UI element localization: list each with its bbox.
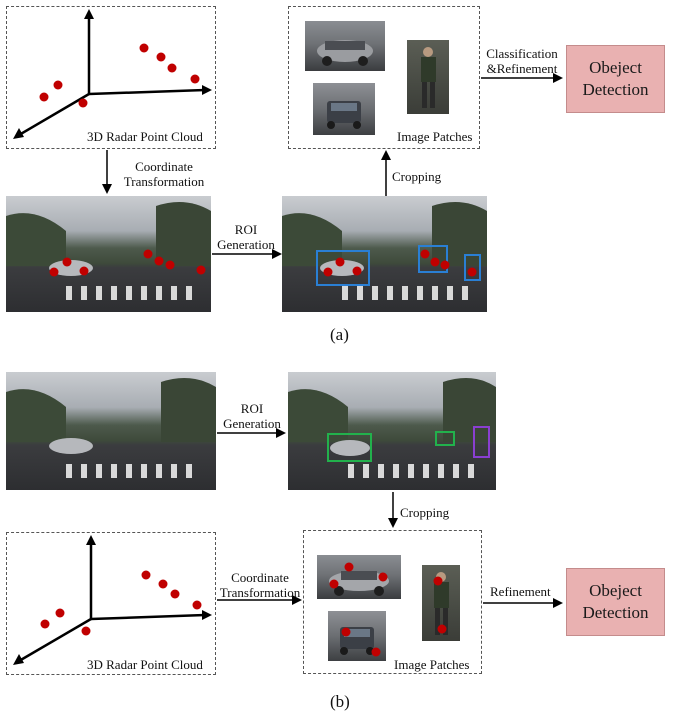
radar-point — [196, 265, 206, 275]
radar-point — [139, 43, 149, 53]
coord-transform-label-b: Coordinate Transformation — [219, 570, 301, 600]
radar-point — [158, 579, 168, 589]
cropping-label-b: Cropping — [400, 505, 450, 520]
radar-point — [335, 257, 345, 267]
refinement-label: Refinement — [490, 584, 551, 599]
radar-point — [190, 74, 200, 84]
radar-point — [79, 266, 89, 276]
pedestrian-patch-b — [422, 565, 460, 641]
radar-point — [167, 63, 177, 73]
object-detection-box-a: Obeject Detection — [566, 45, 665, 113]
point-cloud-label: 3D Radar Point Cloud — [87, 129, 203, 144]
radar-point — [420, 249, 430, 259]
roi-box-purple — [473, 426, 490, 458]
street-image-b — [6, 372, 216, 490]
roi-box-green — [327, 433, 372, 462]
radar-point — [78, 98, 88, 108]
radar-point — [53, 80, 63, 90]
car-patch-1 — [305, 21, 385, 71]
image-patches-box-a: Image Patches — [288, 6, 480, 149]
car-patch-b1 — [317, 555, 401, 599]
caption-b: (b) — [330, 692, 350, 711]
radar-point — [323, 267, 333, 277]
pedestrian-patch — [407, 40, 449, 114]
radar-point — [81, 626, 91, 636]
radar-point — [430, 257, 440, 267]
point-cloud-box-b: 3D Radar Point Cloud — [6, 532, 216, 675]
radar-point — [143, 249, 153, 259]
roi-box — [418, 245, 448, 273]
classification-label: Classification &Refinement — [486, 46, 558, 76]
roi-box — [316, 250, 370, 286]
radar-point — [467, 267, 477, 277]
street-image-radar-a — [6, 196, 211, 312]
street-image-roi-a — [282, 196, 487, 312]
radar-point — [141, 570, 151, 580]
image-patches-label-b: Image Patches — [394, 657, 470, 672]
axes-3d-b — [13, 535, 212, 665]
radar-point — [39, 92, 49, 102]
car-patch-b2 — [328, 611, 386, 661]
radar-point — [62, 257, 72, 267]
coord-transform-label-a: Coordinate Transformation — [123, 159, 205, 189]
radar-point — [49, 267, 59, 277]
radar-point — [156, 52, 166, 62]
radar-point — [352, 266, 362, 276]
radar-point — [40, 619, 50, 629]
street-image-roi-b — [288, 372, 496, 490]
cropping-label-a: Cropping — [392, 169, 442, 184]
object-detection-box-b: Obeject Detection — [566, 568, 665, 636]
radar-point — [440, 260, 450, 270]
radar-point — [55, 608, 65, 618]
roi-box — [464, 254, 481, 281]
point-cloud-label-b: 3D Radar Point Cloud — [87, 657, 203, 672]
radar-point — [165, 260, 175, 270]
radar-point — [192, 600, 202, 610]
caption-a: (a) — [330, 325, 349, 344]
radar-point — [154, 256, 164, 266]
roi-box-green — [435, 431, 455, 446]
image-patches-label: Image Patches — [397, 129, 473, 144]
image-patches-box-b: Image Patches — [303, 530, 482, 674]
point-cloud-box-a: 3D Radar Point Cloud — [6, 6, 216, 149]
axes-3d-a — [13, 9, 212, 139]
roi-generation-label-a: ROI Generation — [217, 222, 275, 252]
car-patch-2 — [313, 83, 375, 135]
roi-generation-label-b: ROI Generation — [223, 401, 281, 431]
radar-point — [170, 589, 180, 599]
